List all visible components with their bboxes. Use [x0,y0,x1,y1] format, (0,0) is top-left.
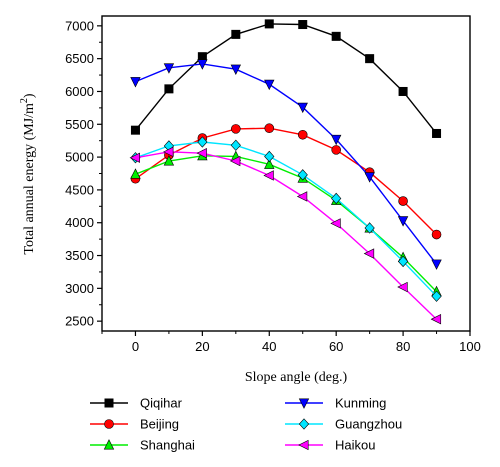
y-tick-label: 5000 [65,150,94,165]
data-point-haikou [129,152,140,163]
data-point-kunming [397,216,409,227]
y-tick-label: 7000 [65,18,94,33]
series-shanghai [130,149,442,297]
x-tick-label: 40 [262,339,276,354]
x-tick-label: 20 [195,339,209,354]
series-line-kunming [135,63,438,265]
data-point-kunming [364,172,375,183]
data-point-guangzhou [364,222,375,234]
data-point-haikou [363,248,375,259]
data-point-guangzhou [397,255,409,268]
data-point-kunming [330,134,342,146]
data-point-qiqihar [398,86,408,96]
data-point-haikou [296,191,308,202]
legend-label-haikou: Haikou [335,438,375,453]
data-point-beijing [264,123,275,134]
series-haikou [129,146,442,325]
legend-label-beijing: Beijing [140,417,179,432]
legend-marker-guangzhou [298,418,310,430]
data-point-haikou [397,281,408,293]
data-point-kunming [130,77,141,88]
series-line-haikou [135,151,437,320]
legend-label-kunming: Kunming [335,396,386,411]
series-beijing [130,123,442,240]
x-tick-label: 100 [459,339,481,354]
legend-marker-qiqihar [104,398,114,408]
data-point-shanghai [264,158,275,169]
data-point-beijing [431,229,442,240]
data-point-beijing [231,124,241,134]
data-point-haikou [263,170,274,181]
data-point-qiqihar [432,128,442,138]
data-point-kunming [163,63,175,74]
data-point-kunming [197,59,208,70]
data-point-haikou [163,146,174,158]
data-point-qiqihar [365,54,375,64]
x-axis-title: Slope angle (deg.) [245,370,348,385]
series-guangzhou [130,136,442,302]
y-tick-label: 4000 [65,215,94,230]
data-point-guangzhou [230,139,241,151]
y-axis-title: Total annual energy (MJ/m2) [19,93,37,255]
legend-item-kunming: Kunming [285,396,386,411]
legend-item-qiqihar: Qiqihar [90,396,183,411]
legend-item-beijing: Beijing [90,417,179,432]
data-point-beijing [297,129,308,140]
data-point-haikou [196,147,207,159]
y-tick-label: 3000 [65,281,94,296]
data-point-beijing [398,196,408,206]
data-point-shanghai [163,155,175,166]
series-line-beijing [135,127,437,235]
data-point-qiqihar [231,29,241,39]
legend-item-guangzhou: Guangzhou [285,417,402,432]
series-kunming [130,59,442,270]
y-tick-label: 6500 [65,51,94,66]
y-tick-label: 4500 [65,182,94,197]
data-point-qiqihar [331,31,341,41]
data-point-guangzhou [264,150,275,163]
series-line-guangzhou [135,141,438,297]
legend-label-qiqihar: Qiqihar [140,396,183,411]
plot-frame [101,15,471,332]
legend-marker-beijing [104,419,114,429]
data-point-guangzhou [431,290,442,302]
data-point-haikou [229,155,241,167]
data-point-qiqihar [164,84,174,94]
legend-label-guangzhou: Guangzhou [335,417,402,432]
legend-label-shanghai: Shanghai [140,438,195,453]
series-line-shanghai [135,155,438,293]
data-point-beijing [331,145,341,155]
data-point-kunming [264,79,275,91]
y-tick-label: 6000 [65,84,94,99]
data-point-kunming [297,102,308,114]
data-point-kunming [230,64,242,76]
series-qiqihar [130,19,442,138]
legend-marker-shanghai [103,439,115,450]
data-point-kunming [431,259,442,270]
data-point-qiqihar [264,19,274,29]
legend-item-haikou: Haikou [285,438,375,453]
data-point-qiqihar [298,20,308,30]
legend-item-shanghai: Shanghai [90,438,195,453]
data-point-shanghai [130,168,141,179]
y-tick-label: 3500 [65,248,94,263]
data-point-haikou [430,314,442,325]
data-point-guangzhou [197,136,208,148]
legend-marker-haikou [298,439,309,451]
y-tick-label: 5500 [65,117,94,132]
x-tick-label: 80 [396,339,410,354]
y-tick-label: 2500 [65,314,94,329]
series-line-qiqihar [134,23,438,134]
data-point-guangzhou [297,169,308,181]
data-point-haikou [330,218,341,229]
x-tick-label: 0 [132,339,139,354]
legend: Qiqihar Beijing Shanghai Kunming Guangzhou Ha… [90,396,402,453]
x-tick-label: 60 [329,339,343,354]
data-point-qiqihar [130,125,140,135]
legend-marker-kunming [298,398,310,409]
data-point-guangzhou [331,192,342,205]
